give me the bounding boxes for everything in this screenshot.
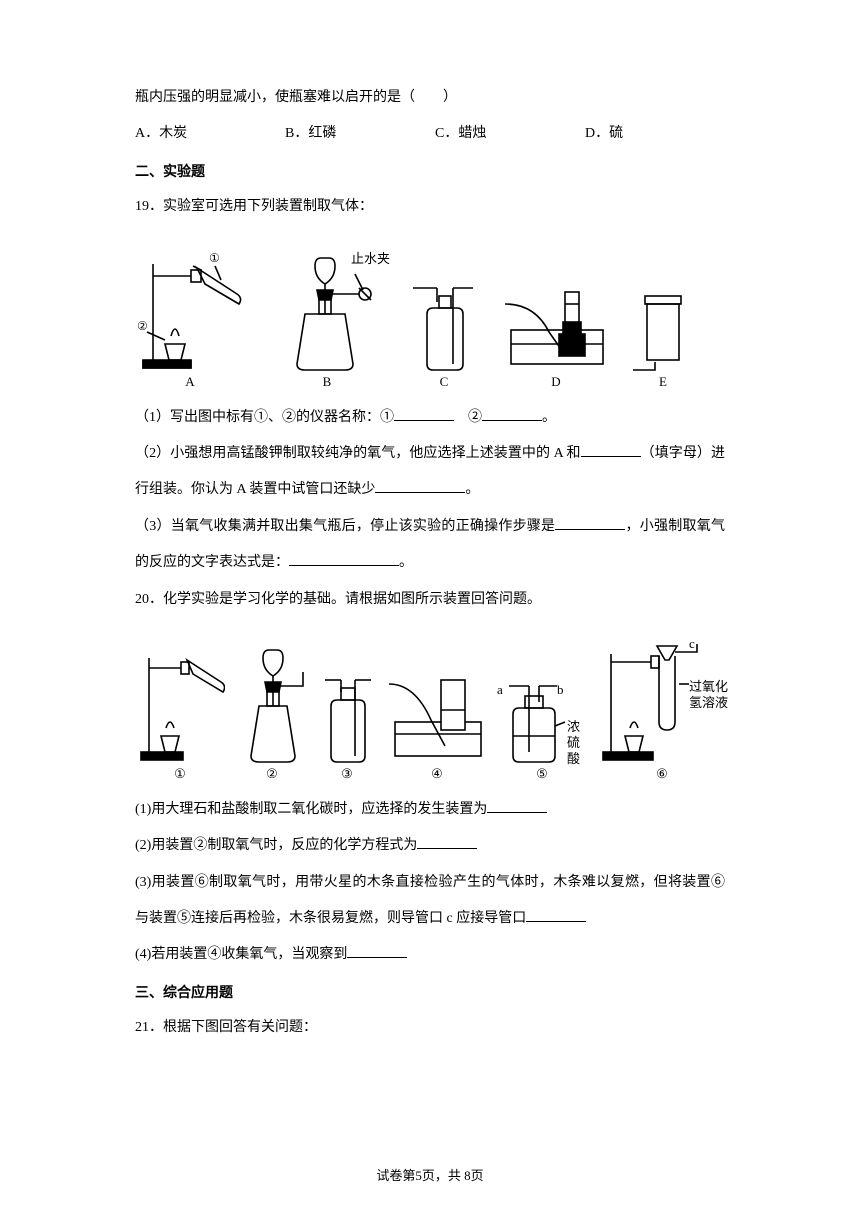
q20-sub4: (4)若用装置④收集氧气，当观察到 (135, 937, 725, 973)
q20-sub1: (1)用大理石和盐酸制取二氧化碳时，应选择的发生装置为 (135, 792, 725, 828)
label-1: ① (135, 766, 225, 782)
apparatus-a: ① ② A (135, 240, 245, 390)
blank (347, 944, 407, 958)
q19-stem: 19．实验室可选用下列装置制取气体： (135, 189, 725, 225)
label-4: ④ (387, 766, 487, 782)
q20-4-text: (4)若用装置④收集氧气，当观察到 (135, 947, 347, 962)
q19-2-text-c: 。 (465, 482, 479, 497)
label-b-port: b (557, 682, 564, 698)
label-e: E (633, 374, 693, 390)
q20-sub3: (3)用装置⑥制取氧气时，用带火星的木条直接检验产生的气体时，木条难以复燃，但将… (135, 865, 725, 938)
apparatus-e: E (633, 270, 693, 390)
section-3-title: 三、综合应用题 (135, 974, 725, 1010)
figure-2: ① ② (135, 632, 725, 782)
clamp-label: 止水夹 (351, 248, 390, 267)
q19-sub1: （1）写出图中标有①、②的仪器名称：① ② 。 (135, 400, 725, 436)
label-a: A (135, 374, 245, 390)
apparatus-1: ① (135, 632, 225, 782)
q19-3-text-a: （3）当氧气收集满并取出集气瓶后，停止该实验的正确操作步骤是 (135, 519, 555, 534)
blank (581, 443, 641, 457)
conc-label-3: 酸 (567, 748, 580, 767)
option-b: B．红磷 (285, 116, 435, 152)
q20-sub2: (2)用装置②制取氧气时，反应的化学方程式为 (135, 828, 725, 864)
q18-options: A．木炭 B．红磷 C．蜡烛 D．硫 (135, 116, 725, 152)
option-d: D．硫 (585, 116, 685, 152)
label-c: C (409, 374, 479, 390)
option-c: C．蜡烛 (435, 116, 585, 152)
blank (289, 552, 399, 566)
q18-fragment: 瓶内压强的明显减小，使瓶塞难以启开的是（ ） (135, 80, 725, 116)
blank (487, 799, 547, 813)
q19-3-text-c: 。 (399, 555, 413, 570)
blank (555, 516, 625, 530)
blank (394, 407, 454, 421)
blank (375, 479, 465, 493)
svg-text:②: ② (137, 319, 148, 333)
option-a: A．木炭 (135, 116, 285, 152)
q19-1-text-b: ② (454, 410, 482, 425)
q19-sub3: （3）当氧气收集满并取出集气瓶后，停止该实验的正确操作步骤是，小强制取氧气的反应… (135, 509, 725, 582)
label-3: ③ (319, 766, 375, 782)
q19-sub2: （2）小强想用高锰酸钾制取较纯净的氧气，他应选择上述装置中的 A 和（填字母）进… (135, 436, 725, 509)
q19-1-text-a: （1）写出图中标有①、②的仪器名称：① (135, 410, 394, 425)
label-b: B (267, 374, 387, 390)
apparatus-2: ② (237, 632, 307, 782)
apparatus-5: a b 浓 硫 酸 ⑤ (499, 632, 585, 782)
q21-stem: 21．根据下图回答有关问题： (135, 1010, 725, 1046)
apparatus-4: ④ (387, 652, 487, 782)
apparatus-d: D (501, 270, 611, 390)
q19-1-text-c: 。 (542, 410, 556, 425)
label-5: ⑤ (499, 766, 585, 782)
section-2-title: 二、实验题 (135, 153, 725, 189)
q20-stem: 20．化学实验是学习化学的基础。请根据如图所示装置回答问题。 (135, 582, 725, 618)
page-footer: 试卷第5页，共 8页 (0, 1165, 860, 1184)
q20-1-text: (1)用大理石和盐酸制取二氧化碳时，应选择的发生装置为 (135, 802, 487, 817)
label-2: ② (237, 766, 307, 782)
label-a-port: a (497, 682, 503, 698)
apparatus-b: 止水夹 (267, 240, 387, 390)
blank (417, 835, 477, 849)
label-6: ⑥ (597, 766, 727, 782)
label-c-port: c (689, 636, 695, 652)
svg-text:①: ① (209, 251, 220, 265)
blank (526, 908, 586, 922)
figure-1: ① ② A 止水夹 (135, 240, 725, 390)
q19-2-text-a: （2）小强想用高锰酸钾制取较纯净的氧气，他应选择上述装置中的 A 和 (135, 446, 581, 461)
blank (482, 407, 542, 421)
label-d: D (501, 374, 611, 390)
apparatus-c: C (409, 240, 479, 390)
apparatus-6: c 过氧化 氢溶液 (597, 632, 727, 782)
h2o2-label-2: 氢溶液 (689, 692, 728, 711)
q20-2-text: (2)用装置②制取氧气时，反应的化学方程式为 (135, 838, 417, 853)
apparatus-3: ③ (319, 632, 375, 782)
q20-3-text-a: (3)用装置⑥制取氧气时，用带火星的木条直接检验产生的气体时，木条难以复燃，但将… (135, 875, 725, 926)
